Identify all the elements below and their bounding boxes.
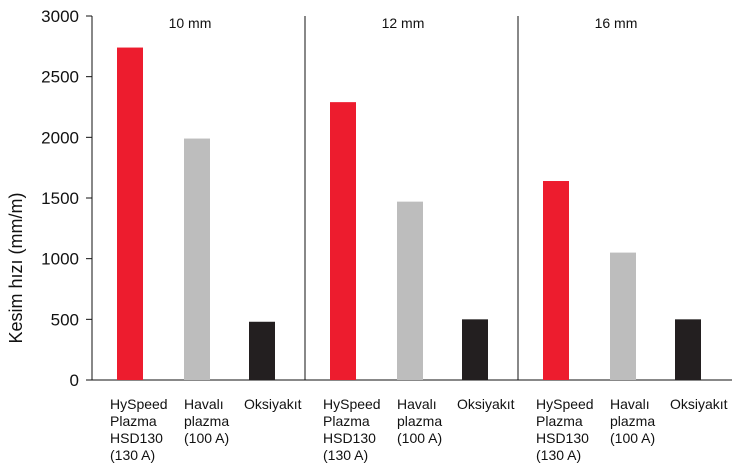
bar xyxy=(610,252,636,380)
group-label: 16 mm xyxy=(595,15,638,31)
group-label: 12 mm xyxy=(382,15,425,31)
y-tick-label: 0 xyxy=(70,371,79,390)
x-category-label-line: HySpeed xyxy=(323,396,381,412)
group-dividers xyxy=(304,16,519,380)
x-category-label: HySpeed Plazma HSD130 (130 A) xyxy=(323,396,381,463)
x-category-label-line: HSD130 xyxy=(110,430,163,446)
x-category-label-line: Havalı xyxy=(610,396,650,412)
x-category-label: Havalı plazma (100 A) xyxy=(184,396,229,446)
x-category-label: HySpeed Plazma HSD130 (130 A) xyxy=(110,396,168,463)
y-tick-label: 3000 xyxy=(41,7,79,26)
x-category-label: Havalı plazma (100 A) xyxy=(397,396,442,446)
x-category-label-line: Plazma xyxy=(110,413,157,429)
x-category-label-line: (100 A) xyxy=(397,430,442,446)
y-axis-label: Kesim hızı (mm/m) xyxy=(6,193,26,344)
x-category-label-line: Oksiyakıt xyxy=(670,396,728,412)
bar xyxy=(543,181,569,380)
x-category-label-line: plazma xyxy=(610,413,655,429)
bar xyxy=(117,47,143,381)
bar xyxy=(462,319,488,380)
x-category-label-line: plazma xyxy=(184,413,229,429)
y-tick-label: 1500 xyxy=(41,189,79,208)
x-category-label-line: HSD130 xyxy=(536,430,589,446)
x-category-label-line: plazma xyxy=(397,413,442,429)
x-category-label: Oksiyakıt xyxy=(670,396,728,412)
x-category-label-line: HSD130 xyxy=(323,430,376,446)
x-category-label-line: (130 A) xyxy=(536,447,581,463)
x-category-label-line: Plazma xyxy=(323,413,370,429)
group-labels: 10 mm 12 mm 16 mm xyxy=(169,15,638,31)
y-axis: 0 500 1000 1500 2000 2500 3000 xyxy=(41,7,732,390)
y-tick-label: 500 xyxy=(51,310,79,329)
x-category-label-line: HySpeed xyxy=(536,396,594,412)
x-category-label-line: Havalı xyxy=(184,396,224,412)
y-tick-label: 1000 xyxy=(41,250,79,269)
bar xyxy=(184,138,210,380)
bar xyxy=(675,319,701,380)
x-category-label-line: (130 A) xyxy=(110,447,155,463)
x-category-label: Oksiyakıt xyxy=(244,396,302,412)
x-category-label-line: Oksiyakıt xyxy=(457,396,515,412)
x-category-label-line: HySpeed xyxy=(110,396,168,412)
x-category-label-line: (100 A) xyxy=(184,430,229,446)
x-category-label: HySpeed Plazma HSD130 (130 A) xyxy=(536,396,594,463)
bar xyxy=(397,201,423,380)
group-label: 10 mm xyxy=(169,15,212,31)
x-category-label-line: (100 A) xyxy=(610,430,655,446)
x-category-label-line: Oksiyakıt xyxy=(244,396,302,412)
x-category-label-line: Havalı xyxy=(397,396,437,412)
y-tick-label: 2500 xyxy=(41,68,79,87)
bar xyxy=(249,321,275,380)
y-tick-label: 2000 xyxy=(41,128,79,147)
bar xyxy=(330,102,356,380)
x-category-label-line: (130 A) xyxy=(323,447,368,463)
x-category-label: Havalı plazma (100 A) xyxy=(610,396,655,446)
bars xyxy=(117,47,701,381)
x-category-label: Oksiyakıt xyxy=(457,396,515,412)
x-category-label-line: Plazma xyxy=(536,413,583,429)
x-axis-labels: HySpeed Plazma HSD130 (130 A)Havalı plazma (1… xyxy=(110,396,728,463)
